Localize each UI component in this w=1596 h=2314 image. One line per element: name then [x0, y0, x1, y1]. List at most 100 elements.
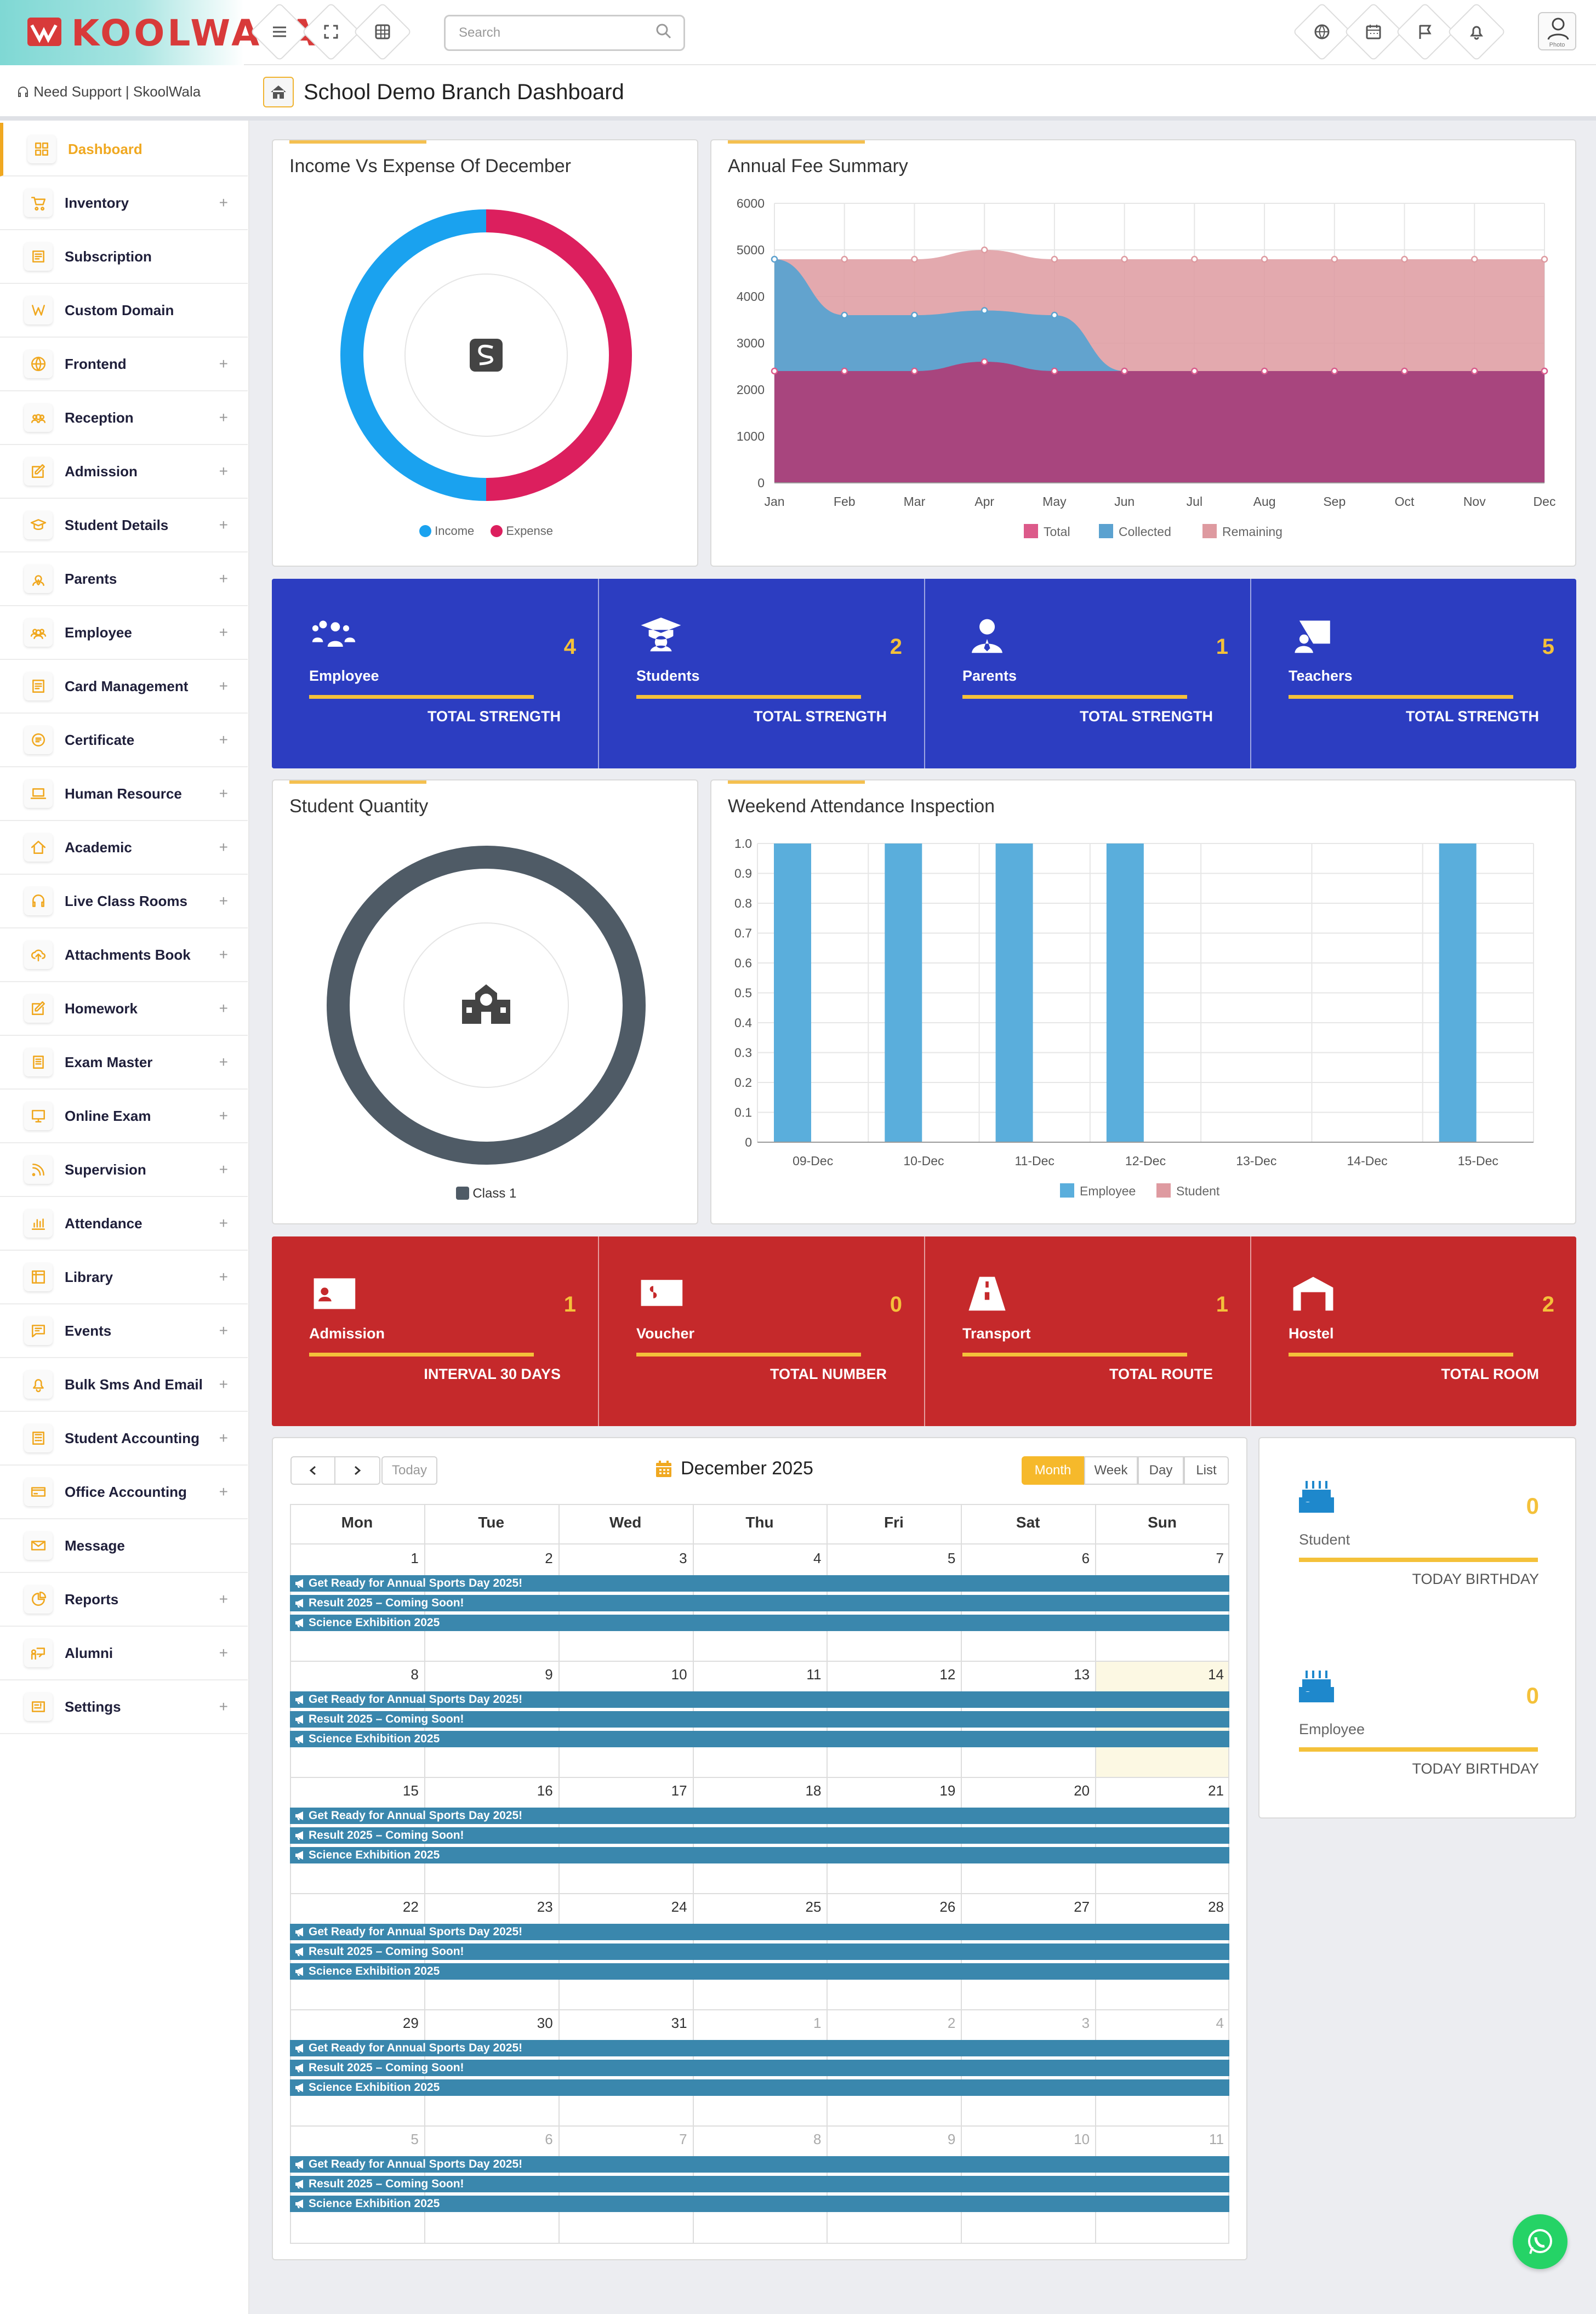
expand-icon[interactable]: +	[219, 1053, 228, 1070]
slice-class-1[interactable]	[327, 846, 646, 1165]
bar-employee-15-Dec[interactable]	[1439, 843, 1477, 1142]
stat-teachers[interactable]: 5 Teachers TOTAL STRENGTH	[1250, 579, 1576, 768]
day-number[interactable]: 18	[805, 1782, 822, 1799]
sidebar-item-reports[interactable]: Reports +	[0, 1573, 248, 1627]
day-number[interactable]: 22	[402, 1899, 419, 1915]
day-number[interactable]: 23	[537, 1899, 553, 1915]
calendar-event[interactable]: Science Exhibition 2025	[290, 1731, 1229, 1747]
expand-icon[interactable]: +	[219, 946, 228, 963]
calendar-event[interactable]: Result 2025 – Coming Soon!	[290, 1711, 1229, 1728]
expand-icon[interactable]: +	[219, 570, 228, 587]
calendar-event[interactable]: Science Exhibition 2025	[290, 1615, 1229, 1631]
view-day-button[interactable]: Day	[1138, 1456, 1184, 1485]
bar-employee-10-Dec[interactable]	[885, 843, 922, 1142]
point-remaining[interactable]	[1261, 255, 1268, 263]
day-number[interactable]: 19	[939, 1782, 956, 1799]
day-number[interactable]: 30	[537, 2015, 553, 2031]
calendar-event[interactable]: Result 2025 – Coming Soon!	[290, 1943, 1229, 1960]
calendar-event[interactable]: Get Ready for Annual Sports Day 2025!	[290, 1575, 1229, 1592]
day-number[interactable]: 5	[411, 2131, 419, 2147]
point-total[interactable]	[1121, 367, 1128, 375]
point-remaining[interactable]	[1401, 255, 1408, 263]
stat-students[interactable]: 2 Students TOTAL STRENGTH	[598, 579, 924, 768]
legend-collected[interactable]: Collected	[1099, 524, 1171, 539]
calendar-next-button[interactable]	[334, 1456, 380, 1485]
day-number[interactable]: 15	[402, 1782, 419, 1799]
day-number[interactable]: 1	[411, 1550, 419, 1566]
calendar-event[interactable]: Result 2025 – Coming Soon!	[290, 1827, 1229, 1844]
day-number[interactable]: 4	[1216, 2015, 1224, 2031]
point-total[interactable]	[771, 367, 778, 375]
day-number[interactable]: 10	[1074, 2131, 1090, 2147]
day-number[interactable]: 3	[1081, 2015, 1090, 2031]
student-quantity-chart[interactable]	[273, 780, 699, 1226]
legend-total[interactable]: Total	[1024, 524, 1070, 539]
point-remaining[interactable]	[1471, 255, 1478, 263]
view-list-button[interactable]: List	[1184, 1456, 1229, 1485]
expand-icon[interactable]: +	[219, 1591, 228, 1608]
calendar-event[interactable]: Get Ready for Annual Sports Day 2025!	[290, 1808, 1229, 1824]
point-total[interactable]	[911, 367, 918, 375]
day-number[interactable]: 29	[402, 2015, 419, 2031]
home-button[interactable]	[263, 77, 294, 107]
user-avatar[interactable]: Photo	[1538, 12, 1576, 50]
day-number[interactable]: 17	[671, 1782, 687, 1799]
expand-icon[interactable]: +	[219, 516, 228, 533]
day-number[interactable]: 7	[679, 2131, 687, 2147]
sidebar-item-custom-domain[interactable]: Custom Domain	[0, 284, 248, 338]
sidebar-item-message[interactable]: Message	[0, 1519, 248, 1573]
point-total[interactable]	[1401, 367, 1408, 375]
day-number[interactable]: 27	[1074, 1899, 1090, 1915]
search-input[interactable]: Search	[444, 15, 685, 51]
annual-fee-chart[interactable]: 0 1000 2000 3000 4000 5000 6000 Jan Feb Mar Apr May…	[711, 140, 1577, 568]
point-remaining[interactable]	[1051, 255, 1058, 263]
day-number[interactable]: 6	[1081, 1550, 1090, 1566]
stat-voucher[interactable]: 0 Voucher TOTAL NUMBER	[598, 1236, 924, 1426]
sidebar-item-frontend[interactable]: Frontend +	[0, 338, 248, 391]
point-collected[interactable]	[1051, 311, 1058, 319]
sidebar-item-human-resource[interactable]: Human Resource +	[0, 767, 248, 821]
day-number[interactable]: 6	[545, 2131, 553, 2147]
sidebar-item-student-accounting[interactable]: Student Accounting +	[0, 1412, 248, 1466]
slice-income[interactable]	[340, 209, 487, 501]
bar-employee-12-Dec[interactable]	[1106, 843, 1144, 1142]
expand-icon[interactable]: +	[219, 409, 228, 426]
day-number[interactable]: 11	[1209, 2131, 1224, 2147]
birthday-student[interactable]: 0 Student TODAY BIRTHDAY	[1259, 1477, 1577, 1641]
day-number[interactable]: 2	[545, 1550, 553, 1566]
stat-transport[interactable]: 1 Transport TOTAL ROUTE	[924, 1236, 1250, 1426]
day-number[interactable]: 13	[1074, 1666, 1090, 1683]
sidebar-item-online-exam[interactable]: Online Exam +	[0, 1090, 248, 1143]
point-total[interactable]	[1191, 367, 1198, 375]
expand-icon[interactable]: +	[219, 1644, 228, 1661]
day-number[interactable]: 9	[947, 2131, 956, 2147]
expand-icon[interactable]: +	[219, 194, 228, 211]
point-total[interactable]	[981, 358, 988, 366]
sidebar-item-employee[interactable]: Employee +	[0, 606, 248, 660]
day-number[interactable]: 4	[813, 1550, 822, 1566]
sidebar-item-parents[interactable]: Parents +	[0, 552, 248, 606]
sidebar-item-certificate[interactable]: Certificate +	[0, 714, 248, 767]
point-total[interactable]	[841, 367, 848, 375]
slice-expense[interactable]	[486, 209, 632, 501]
stat-parents[interactable]: 1 Parents TOTAL STRENGTH	[924, 579, 1250, 768]
bar-employee-09-Dec[interactable]	[774, 843, 811, 1142]
support-link[interactable]: Need Support | SkoolWala	[16, 83, 201, 100]
day-number[interactable]: 26	[939, 1899, 956, 1915]
day-number[interactable]: 3	[679, 1550, 687, 1566]
legend-student[interactable]: Student	[1156, 1183, 1220, 1198]
day-number[interactable]: 24	[671, 1899, 687, 1915]
day-number[interactable]: 25	[805, 1899, 822, 1915]
expand-icon[interactable]: +	[219, 463, 228, 480]
point-remaining[interactable]	[1331, 255, 1338, 263]
day-number[interactable]: 5	[947, 1550, 956, 1566]
sidebar-item-admission[interactable]: Admission +	[0, 445, 248, 499]
expand-icon[interactable]: +	[219, 1268, 228, 1285]
expand-icon[interactable]: +	[219, 1429, 228, 1446]
expand-icon[interactable]: +	[219, 624, 228, 641]
day-number[interactable]: 28	[1208, 1899, 1224, 1915]
day-number[interactable]: 9	[545, 1666, 553, 1683]
expand-icon[interactable]: +	[219, 785, 228, 802]
day-number[interactable]: 10	[671, 1666, 687, 1683]
calendar-event[interactable]: Result 2025 – Coming Soon!	[290, 2176, 1229, 2192]
